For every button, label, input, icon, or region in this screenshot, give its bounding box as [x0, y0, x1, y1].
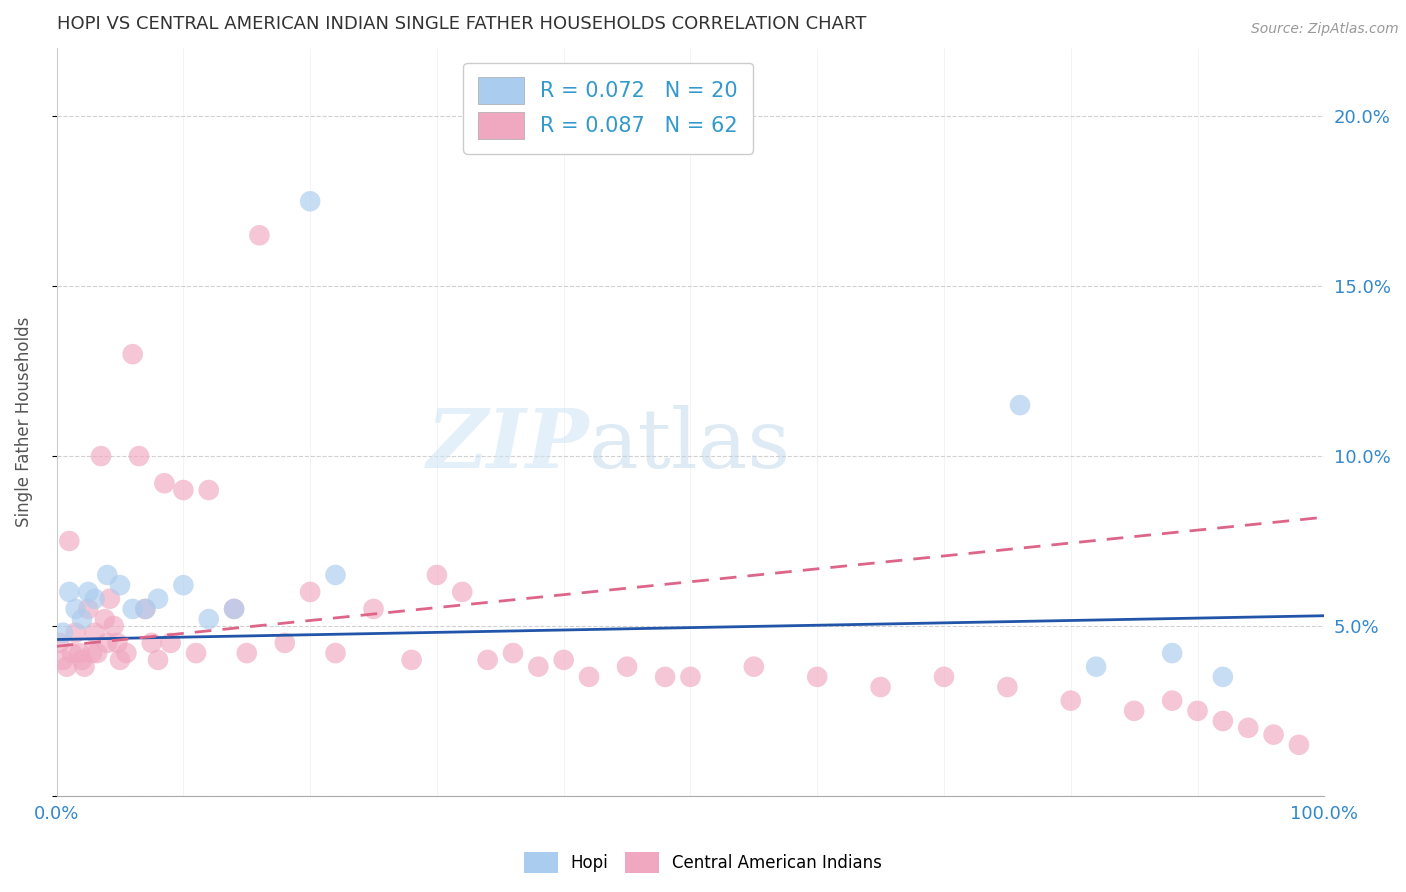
Point: [1161, 693, 1184, 707]
Legend: Hopi, Central American Indians: Hopi, Central American Indians: [517, 846, 889, 880]
Point: [52, 653, 75, 667]
Point: [107, 636, 129, 650]
Point: [451, 585, 474, 599]
Point: [58, 533, 80, 548]
Point: [1212, 714, 1234, 728]
Point: [1263, 728, 1285, 742]
Point: [527, 659, 550, 673]
Point: [121, 602, 143, 616]
Point: [1161, 646, 1184, 660]
Point: [153, 476, 176, 491]
Point: [52, 625, 75, 640]
Point: [932, 670, 955, 684]
Point: [477, 653, 499, 667]
Point: [96, 568, 118, 582]
Point: [86, 646, 108, 660]
Point: [121, 347, 143, 361]
Point: [1085, 659, 1108, 673]
Point: [103, 619, 125, 633]
Point: [65, 625, 87, 640]
Text: atlas: atlas: [589, 404, 792, 484]
Point: [325, 646, 347, 660]
Point: [426, 568, 449, 582]
Point: [58, 585, 80, 599]
Point: [115, 646, 138, 660]
Text: HOPI VS CENTRAL AMERICAN INDIAN SINGLE FATHER HOUSEHOLDS CORRELATION CHART: HOPI VS CENTRAL AMERICAN INDIAN SINGLE F…: [56, 15, 866, 33]
Point: [553, 653, 575, 667]
Point: [94, 612, 117, 626]
Point: [134, 602, 156, 616]
Point: [1288, 738, 1310, 752]
Point: [98, 591, 121, 606]
Point: [197, 612, 219, 626]
Point: [1237, 721, 1260, 735]
Point: [184, 646, 207, 660]
Point: [995, 680, 1018, 694]
Point: [83, 591, 105, 606]
Point: [146, 653, 169, 667]
Point: [70, 653, 93, 667]
Point: [299, 585, 322, 599]
Y-axis label: Single Father Households: Single Father Households: [15, 317, 32, 527]
Point: [1212, 670, 1234, 684]
Text: ZIP: ZIP: [426, 404, 589, 484]
Point: [197, 483, 219, 497]
Point: [48, 636, 70, 650]
Point: [654, 670, 676, 684]
Point: [172, 483, 194, 497]
Point: [172, 578, 194, 592]
Point: [236, 646, 259, 660]
Point: [679, 670, 702, 684]
Point: [274, 636, 297, 650]
Point: [108, 653, 131, 667]
Point: [616, 659, 638, 673]
Point: [65, 602, 87, 616]
Point: [70, 612, 93, 626]
Point: [325, 568, 347, 582]
Point: [55, 659, 77, 673]
Point: [77, 602, 100, 616]
Point: [60, 646, 83, 660]
Point: [146, 591, 169, 606]
Point: [96, 636, 118, 650]
Point: [1008, 398, 1031, 412]
Point: [128, 449, 150, 463]
Point: [401, 653, 423, 667]
Point: [249, 228, 271, 243]
Point: [578, 670, 600, 684]
Point: [108, 578, 131, 592]
Legend: R = 0.072   N = 20, R = 0.087   N = 62: R = 0.072 N = 20, R = 0.087 N = 62: [464, 62, 752, 153]
Point: [134, 602, 156, 616]
Point: [222, 602, 245, 616]
Point: [1123, 704, 1146, 718]
Point: [67, 646, 90, 660]
Text: Source: ZipAtlas.com: Source: ZipAtlas.com: [1251, 22, 1399, 37]
Point: [1060, 693, 1083, 707]
Point: [742, 659, 765, 673]
Point: [502, 646, 524, 660]
Point: [90, 449, 112, 463]
Point: [141, 636, 163, 650]
Point: [869, 680, 891, 694]
Point: [82, 646, 104, 660]
Point: [299, 194, 322, 209]
Point: [222, 602, 245, 616]
Point: [83, 625, 105, 640]
Point: [1187, 704, 1209, 718]
Point: [73, 659, 96, 673]
Point: [159, 636, 181, 650]
Point: [806, 670, 828, 684]
Point: [77, 585, 100, 599]
Point: [363, 602, 385, 616]
